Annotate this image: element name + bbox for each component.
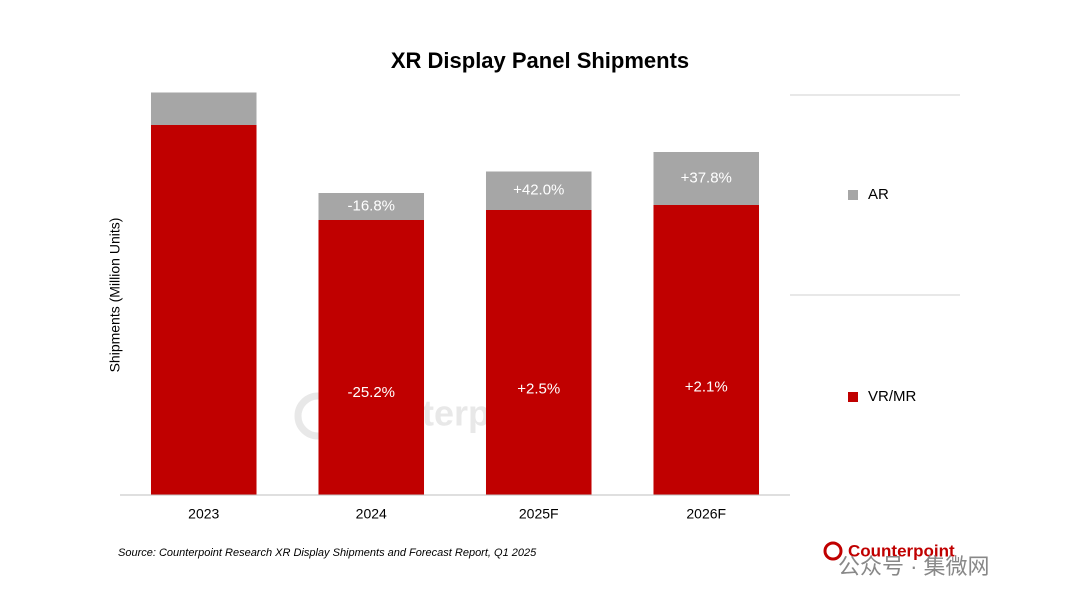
growth-label: -16.8% — [347, 197, 395, 214]
bar-segment — [485, 171, 592, 210]
growth-label: -25.2% — [347, 384, 395, 401]
legend-label: AR — [868, 186, 889, 203]
x-tick-label: 2024 — [356, 506, 387, 522]
bar-segment — [150, 125, 257, 495]
bar-segment — [318, 193, 425, 220]
bar-segment — [653, 152, 760, 205]
x-tick-label: 2023 — [188, 506, 219, 522]
growth-label: +2.5% — [517, 381, 560, 398]
logo-text: Counterpoint — [848, 541, 955, 560]
growth-label: +2.1% — [685, 379, 728, 396]
x-tick-label: 2026F — [686, 506, 726, 522]
chart-title: XR Display Panel Shipments — [391, 48, 689, 73]
y-axis-label: Shipments (Million Units) — [107, 218, 123, 373]
source: Source: Counterpoint Research XR Display… — [118, 547, 537, 559]
growth-label: +42.0% — [513, 182, 564, 199]
legend-swatch — [848, 190, 858, 200]
bar-segment — [150, 92, 257, 125]
watermark-cn: 公众号 · 集微网 — [838, 554, 990, 579]
x-tick-label: 2025F — [519, 506, 559, 522]
bar-segment — [653, 205, 760, 495]
legend-swatch — [848, 392, 858, 402]
bar-segment — [485, 210, 592, 495]
legend-label: VR/MR — [868, 388, 917, 405]
logo — [823, 541, 843, 561]
growth-label: +37.8% — [681, 169, 732, 186]
bar-segment — [318, 220, 425, 495]
